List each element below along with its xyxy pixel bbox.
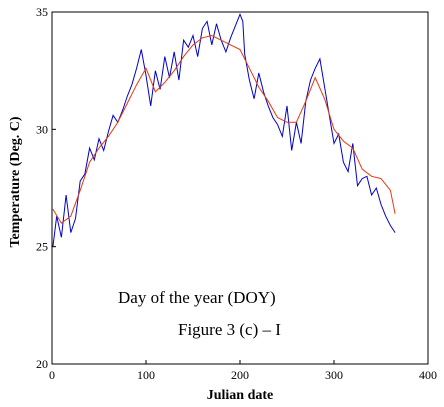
tick-layer: 0 100 200 300 400 20 25 30 35 — [36, 5, 437, 382]
y-axis-title: Temperature (Deg. C) — [8, 116, 23, 247]
x-tick-label: 400 — [419, 368, 437, 382]
series-line-2 — [52, 34, 396, 224]
x-tick-label: 200 — [231, 368, 249, 382]
x-axis-title: Julian date — [207, 388, 274, 403]
x-tick-label: 300 — [325, 368, 343, 382]
y-tick-label: 20 — [36, 357, 48, 371]
y-tick-label: 35 — [36, 5, 48, 19]
y-tick-label: 30 — [36, 122, 48, 136]
series-layer — [52, 12, 396, 247]
y-tick-label: 25 — [36, 240, 48, 254]
annotation-doy: Day of the year (DOY) — [118, 288, 276, 307]
plot-area — [51, 11, 429, 365]
x-tick-label: 0 — [49, 368, 55, 382]
series-line-1 — [52, 12, 396, 247]
annotation-figure-label: Figure 3 (c) – I — [178, 320, 281, 339]
x-tick-label: 100 — [137, 368, 155, 382]
